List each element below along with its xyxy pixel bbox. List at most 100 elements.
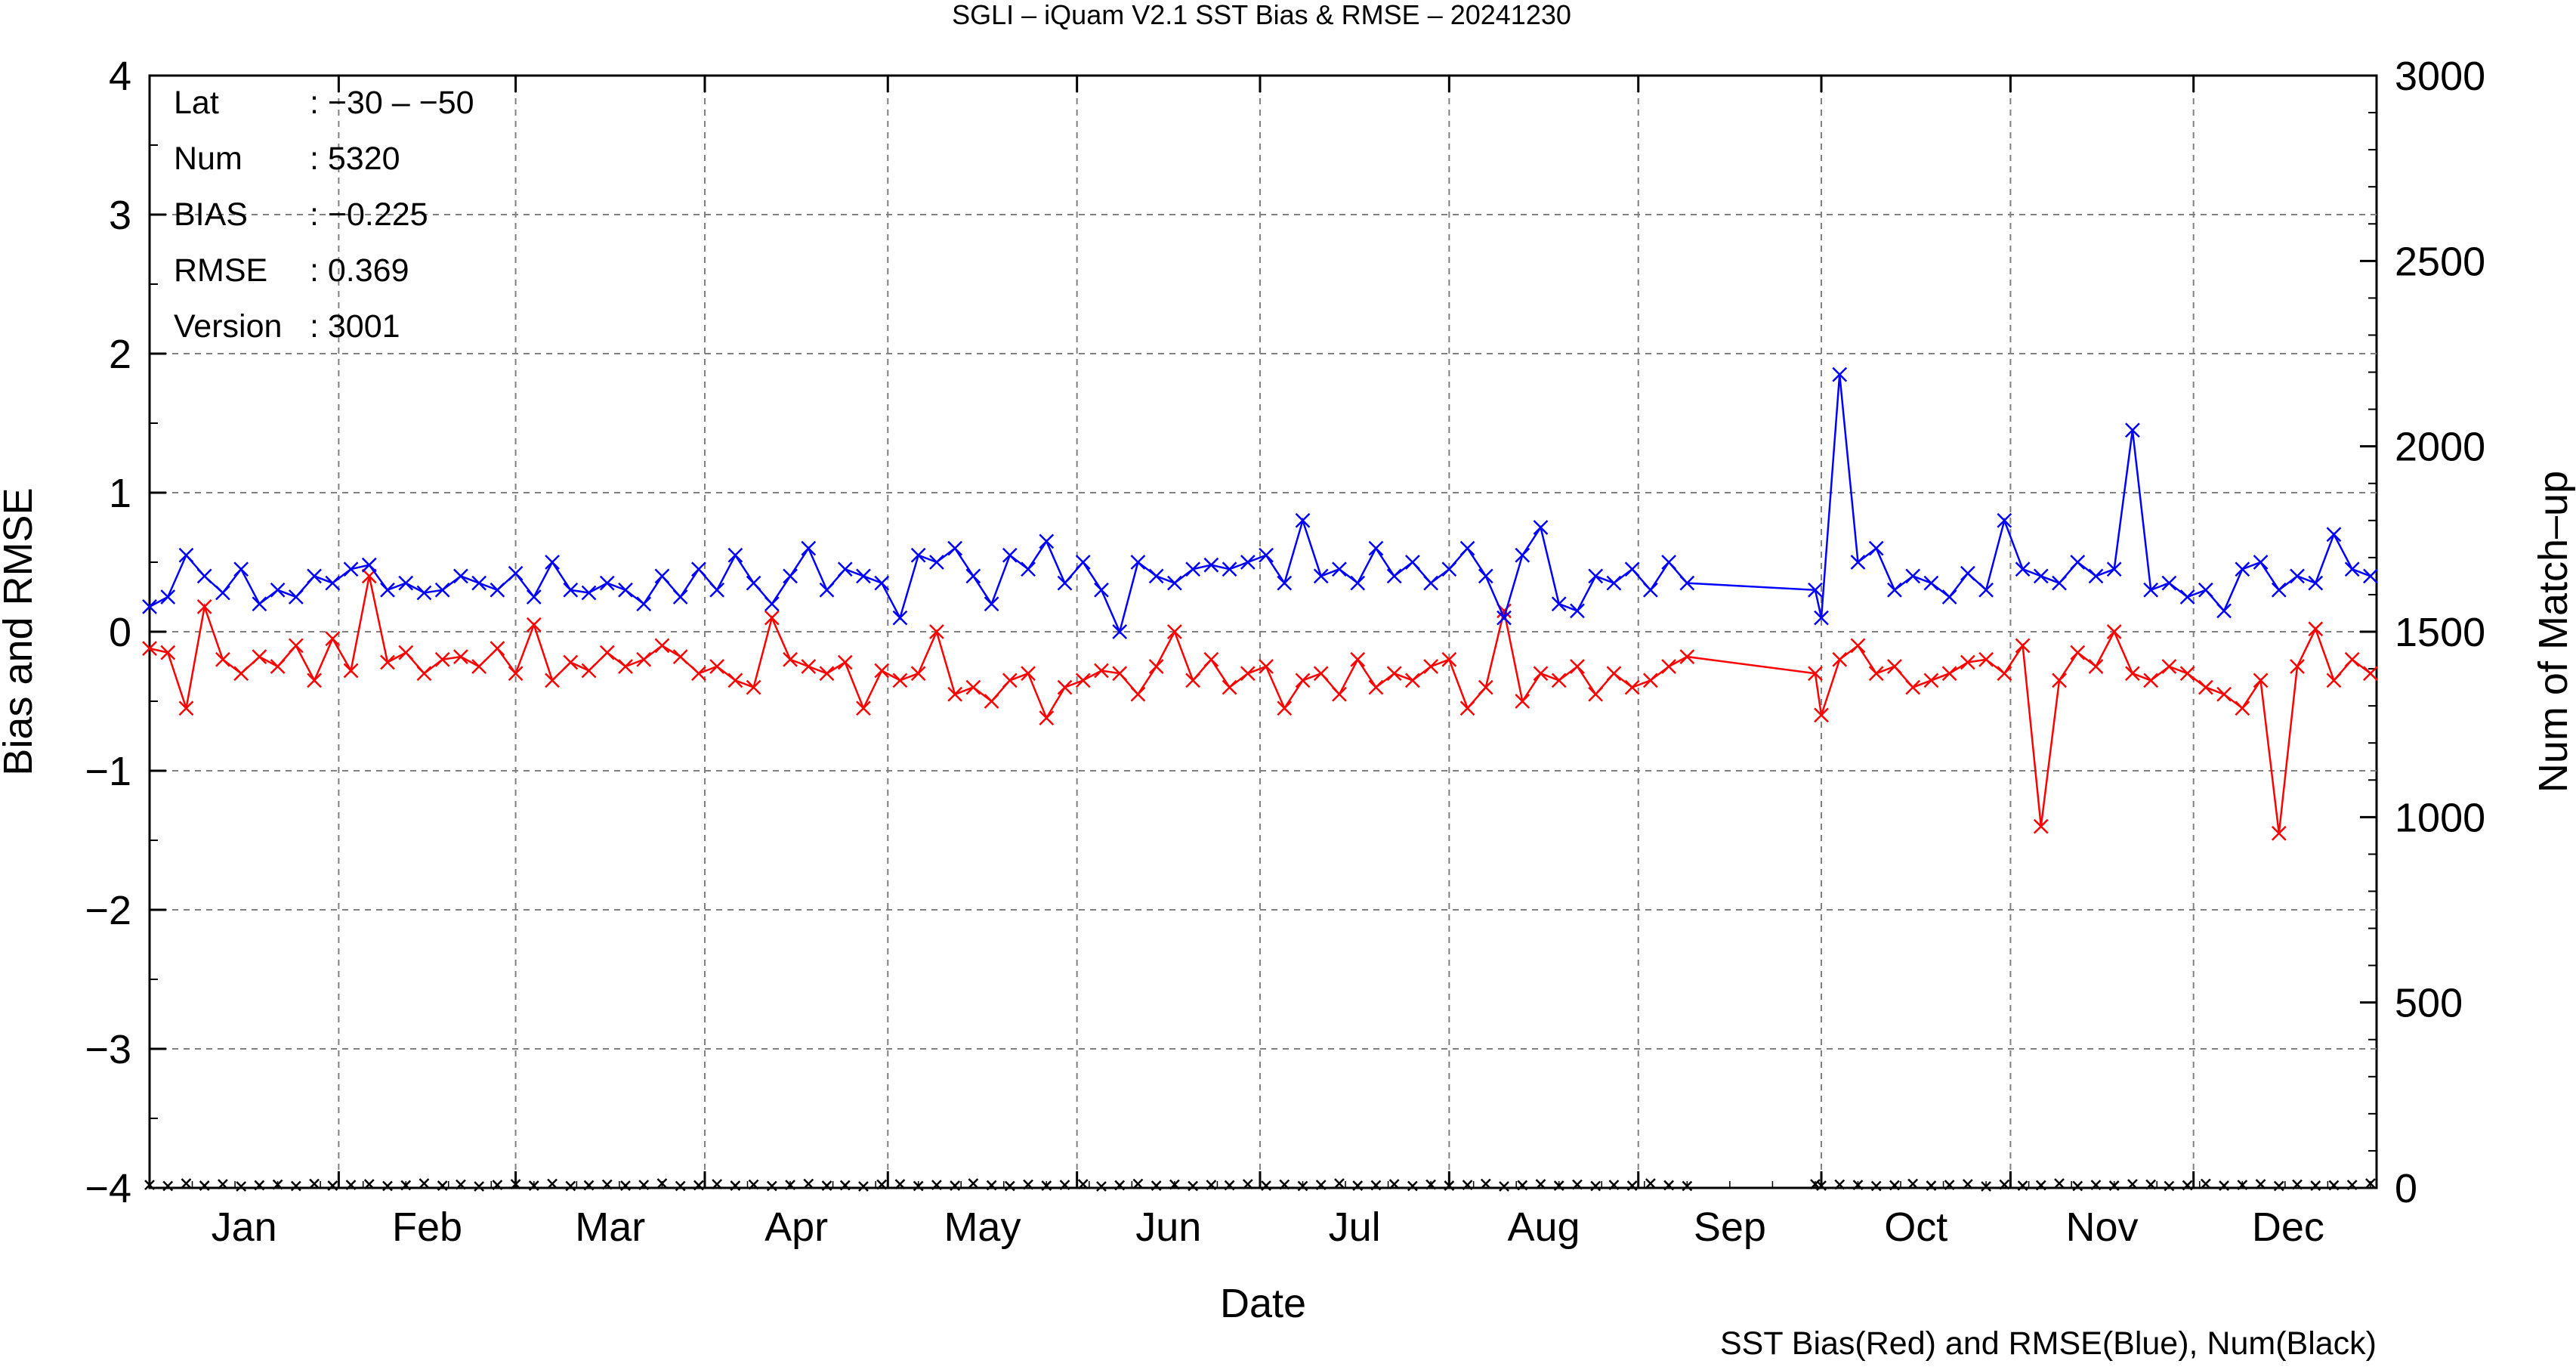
point-num — [1315, 1180, 1327, 1190]
point-sst-bias — [1978, 651, 1994, 667]
point-rmse — [2161, 575, 2177, 591]
point-rmse — [1441, 561, 1457, 577]
y-tick-label: 0 — [109, 610, 131, 655]
point-sst-bias — [2106, 624, 2122, 639]
point-rmse — [2308, 575, 2324, 591]
point-rmse — [545, 555, 560, 570]
point-rmse — [2326, 527, 2342, 543]
y-tick-label: −1 — [85, 749, 131, 794]
point-sst-bias — [874, 663, 890, 679]
point-sst-bias — [1923, 673, 1939, 688]
point-rmse — [1679, 575, 1695, 591]
point-sst-bias — [2216, 686, 2232, 702]
point-num — [1999, 1179, 2010, 1190]
point-rmse — [1496, 610, 1512, 626]
series-rmse — [142, 366, 2378, 639]
point-num — [1297, 1180, 1308, 1192]
point-num — [400, 1180, 412, 1191]
point-sst-bias — [581, 663, 597, 679]
point-rmse — [965, 568, 981, 584]
point-sst-bias — [1832, 651, 1848, 667]
point-sst-bias — [672, 649, 688, 665]
point-rmse — [1941, 589, 1957, 605]
point-rmse — [1368, 540, 1384, 556]
point-sst-bias — [1094, 663, 1109, 679]
point-num — [144, 1180, 155, 1190]
x-tick-label: Nov — [2066, 1205, 2139, 1250]
point-sst-bias — [453, 649, 468, 665]
point-num — [456, 1179, 466, 1190]
point-num — [2182, 1180, 2193, 1191]
point-rmse — [746, 575, 761, 591]
point-sst-bias — [1021, 666, 1036, 682]
point-num — [1352, 1180, 1364, 1191]
point-rmse — [1240, 555, 1256, 570]
point-rmse — [1075, 555, 1091, 570]
point-sst-bias — [178, 700, 194, 716]
info-key: BIAS — [174, 196, 248, 233]
point-sst-bias — [2326, 673, 2342, 688]
point-sst-bias — [434, 651, 450, 667]
point-num — [1816, 1180, 1827, 1191]
y-tick-label: 3 — [109, 193, 131, 238]
x-tick-label: Dec — [2252, 1205, 2324, 1250]
y-tick-label: 2 — [109, 332, 131, 377]
info-key: RMSE — [174, 252, 267, 289]
point-num — [1370, 1180, 1382, 1191]
point-sst-bias — [1588, 686, 1604, 702]
point-sst-bias — [1533, 666, 1549, 682]
info-key: Lat — [174, 85, 219, 121]
point-rmse — [1588, 568, 1604, 584]
point-sst-bias — [801, 659, 817, 674]
point-num — [1499, 1181, 1509, 1192]
point-rmse — [581, 585, 597, 601]
point-rmse — [1606, 575, 1622, 591]
point-rmse — [361, 557, 377, 573]
point-num — [950, 1180, 961, 1191]
point-num — [2072, 1180, 2083, 1192]
point-sst-bias — [965, 679, 981, 695]
point-rmse — [2015, 561, 2031, 577]
point-rmse — [1832, 366, 1848, 382]
data-series — [142, 366, 2378, 1192]
info-value: : 5320 — [310, 141, 400, 177]
point-rmse — [270, 582, 286, 598]
point-sst-bias — [307, 673, 322, 688]
point-rmse — [1624, 561, 1640, 577]
point-rmse — [1478, 568, 1493, 584]
point-rmse — [2271, 582, 2287, 598]
point-sst-bias — [837, 654, 853, 670]
point-sst-bias — [2033, 818, 2049, 834]
point-num — [2292, 1179, 2303, 1190]
point-rmse — [2052, 575, 2067, 591]
point-sst-bias — [343, 663, 359, 679]
info-value: : −0.225 — [310, 196, 428, 233]
point-rmse — [636, 596, 652, 612]
point-sst-bias — [1570, 659, 1585, 674]
point-sst-bias — [2161, 659, 2177, 674]
series-line-rmse — [149, 374, 2371, 635]
point-sst-bias — [508, 666, 524, 682]
point-num — [1810, 1179, 1821, 1189]
x-tick-label: Jun — [1135, 1205, 1201, 1250]
point-rmse — [599, 575, 615, 591]
x-tick-label: Oct — [1884, 1205, 1947, 1250]
point-num — [272, 1179, 283, 1190]
point-num — [181, 1178, 192, 1189]
point-sst-bias — [709, 659, 725, 674]
point-num — [565, 1180, 576, 1192]
point-sst-bias — [1222, 679, 1237, 695]
point-sst-bias — [2344, 651, 2360, 667]
point-num — [785, 1180, 795, 1190]
point-rmse — [2033, 568, 2049, 584]
point-sst-bias — [654, 638, 670, 654]
point-sst-bias — [947, 686, 963, 702]
point-rmse — [1960, 565, 1975, 581]
point-sst-bias — [1606, 666, 1622, 682]
point-sst-bias — [2235, 700, 2250, 716]
y2-tick-label: 0 — [2395, 1166, 2417, 1211]
x-axis-label: Date — [1220, 1281, 1306, 1326]
point-rmse — [453, 568, 468, 584]
point-num — [528, 1180, 539, 1191]
